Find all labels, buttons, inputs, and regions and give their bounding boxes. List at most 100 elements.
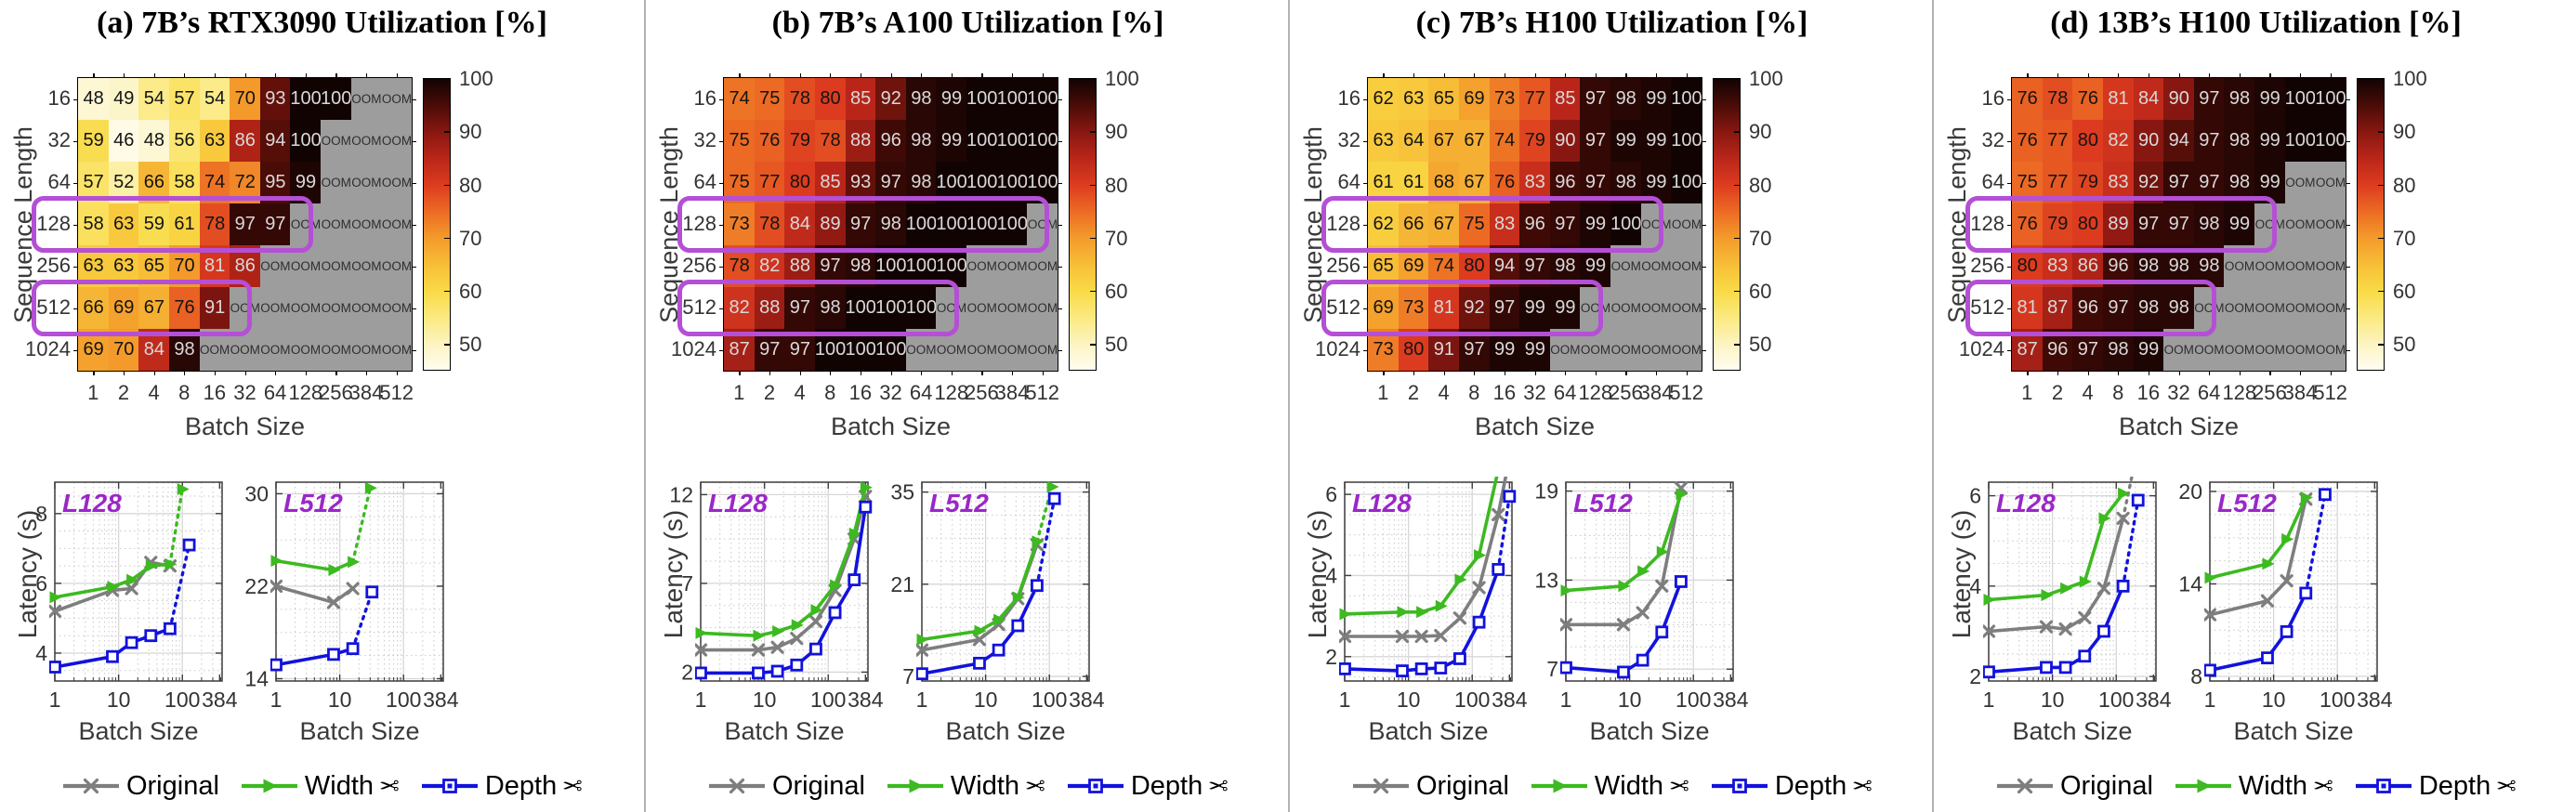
plot-tag: L512 <box>1573 489 1633 517</box>
heatmap-cell-value: OOM <box>997 301 1028 316</box>
heatmap-cell: OOM <box>230 329 261 372</box>
heatmap-cell: 62 <box>1368 78 1400 121</box>
scissors-icon: ✂ <box>2496 772 2517 800</box>
triangle-marker <box>1339 608 1352 621</box>
heatmap-cell: 48 <box>78 78 110 121</box>
axis-tick-mark <box>2209 73 2211 78</box>
heatmap-cell-value: 95 <box>265 172 286 193</box>
colorbar-tick-mark <box>1734 184 1741 186</box>
heatmap-cell-value: 86 <box>234 255 256 277</box>
x-tick-label: 1 <box>916 688 928 712</box>
heatmap-cell: 100 <box>815 329 846 372</box>
heatmap-cell-value: 76 <box>2017 214 2038 235</box>
triangle-marker <box>1454 573 1467 586</box>
heatmap-cell-value: OOM <box>260 301 291 316</box>
axis-tick-mark <box>184 371 186 375</box>
heatmap-cell: OOM <box>966 287 998 330</box>
heatmap-cell: 79 <box>2042 203 2073 246</box>
heatmap-cell-value: 92 <box>1464 297 1485 319</box>
colorbar-tick-mark <box>1734 344 1741 346</box>
colorbar <box>2357 78 2385 371</box>
triangle-marker <box>909 779 924 793</box>
legend: Original Width ✂ Depth ✂ <box>1934 760 2576 812</box>
colorbar-tick-label: 60 <box>2393 280 2416 304</box>
heatmap-cell-value: 100 <box>905 297 938 319</box>
heatmap-cell: 69 <box>78 329 110 372</box>
heatmap-cell: 70 <box>230 78 261 121</box>
heatmap-cell: 63 <box>108 203 139 246</box>
heatmap-cell: 100 <box>1027 162 1058 204</box>
latency-plot-l512: 1 10 100 384 8 14 20 L512 Batch Size <box>2178 479 2392 745</box>
line-plot-xlabel: Batch Size <box>299 717 419 745</box>
heatmap-cell: 74 <box>724 78 756 121</box>
scissors-icon: ✂ <box>2313 772 2333 800</box>
axis-tick-mark <box>951 371 953 375</box>
seq-length-tick-label: 1024 <box>1959 337 2004 360</box>
heatmap-cell-value: OOM <box>2315 259 2346 274</box>
heatmap-cell: 99 <box>2254 162 2286 204</box>
heatmap-cell-value: 74 <box>729 88 750 110</box>
panel-title: (d) 13B’s H100 Utilization [%] <box>2050 6 2462 40</box>
triangle-marker <box>49 591 62 604</box>
heatmap-cell-value: 63 <box>113 255 135 277</box>
heatmap-cell-value: 69 <box>83 339 104 360</box>
heatmap-cell: 100 <box>1671 78 1702 121</box>
heatmap-cell-value: 90 <box>1555 130 1576 151</box>
heatmap-cell-value: OOM <box>2224 301 2255 316</box>
heatmap-cell: 82 <box>2102 120 2135 163</box>
heatmap-cell: OOM <box>1027 203 1058 246</box>
cross-marker <box>916 643 929 657</box>
heatmap-cell-value: 84 <box>2138 88 2160 110</box>
axis-tick-mark <box>2330 73 2332 78</box>
square-marker <box>790 658 804 672</box>
square-legend-icon <box>2355 779 2412 793</box>
heatmap-cell: 80 <box>2012 245 2044 288</box>
heatmap-cell: 97 <box>1489 287 1520 330</box>
heatmap-cell-value: 100 <box>875 255 907 277</box>
heatmap-cell-value: 100 <box>996 88 1029 110</box>
heatmap-cell: 57 <box>78 162 110 204</box>
heatmap-cell: 81 <box>2012 287 2044 330</box>
heatmap-cell: 78 <box>754 203 785 246</box>
axis-tick-mark <box>2239 371 2241 375</box>
colorbar-tick-label: 100 <box>1105 67 1139 90</box>
axis-tick-mark <box>275 371 277 375</box>
triangle-legend-icon <box>241 779 297 793</box>
heatmap-cell-value: OOM <box>321 134 351 149</box>
x-tick-label: 1 <box>1339 688 1351 712</box>
y-tick-label: 4 <box>1325 563 1337 587</box>
heatmap-cell-value: OOM <box>2163 343 2194 358</box>
cross-marker <box>2204 608 2217 622</box>
heatmap-cell-value: OOM <box>1550 343 1581 358</box>
heatmap-cell: OOM <box>2224 329 2255 372</box>
heatmap-cell: 83 <box>2042 245 2073 288</box>
heatmap-cell-value: OOM <box>1641 217 1672 232</box>
heatmap-cell-value: 99 <box>2259 88 2280 110</box>
seq-length-tick-label: 64 <box>1337 170 1360 193</box>
heatmap-cell-value: 80 <box>820 88 841 110</box>
axis-tick-mark <box>1012 371 1014 375</box>
axis-tick-mark <box>830 73 832 78</box>
heatmap-cell: 83 <box>1519 162 1551 204</box>
heatmap-cell-value: 88 <box>759 297 781 319</box>
heatmap-cell: 74 <box>199 162 230 204</box>
heatmap-cell: 98 <box>814 287 847 330</box>
legend-label: Depth <box>484 770 558 801</box>
axis-tick-mark <box>1595 73 1597 78</box>
y-tick-label: 4 <box>35 641 47 665</box>
x-tick-label: 10 <box>974 688 998 712</box>
triangle-marker <box>348 556 361 569</box>
heatmap-cell: 72 <box>230 162 261 204</box>
batch-size-tick-label: 128 <box>288 381 323 404</box>
axis-tick-mark <box>890 371 892 375</box>
heatmap-cell-value: 76 <box>1494 172 1516 193</box>
heatmap-cell-value: 69 <box>1373 297 1394 319</box>
panel-a: (a) 7B’s RTX3090 Utilization [%] Sequence… <box>0 0 644 812</box>
heatmap-cell: 99 <box>936 78 967 121</box>
y-tick-label: 4 <box>1969 574 1981 598</box>
heatmap-cell-value: 90 <box>2138 130 2160 151</box>
cross-marker <box>1636 606 1649 620</box>
heatmap-cell: 61 <box>1398 162 1429 204</box>
batch-size-tick-label: 128 <box>2222 381 2257 404</box>
heatmap-cell-value: 100 <box>966 172 998 193</box>
